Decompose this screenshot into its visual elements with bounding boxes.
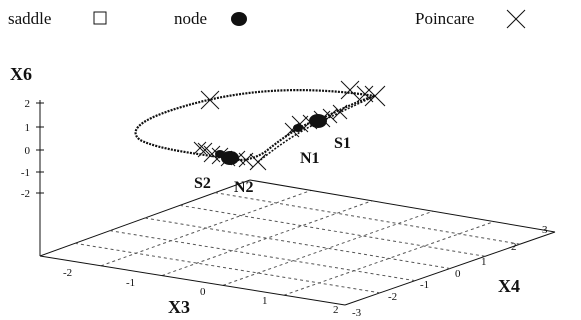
y-axis-title: X4 bbox=[498, 276, 520, 296]
grid-line bbox=[249, 179, 556, 233]
x-tick-label: 2 bbox=[333, 304, 339, 316]
y-tick-label: 1 bbox=[481, 256, 487, 268]
x-tick-label: 0 bbox=[200, 286, 206, 298]
z-tick-label: -1 bbox=[21, 167, 30, 179]
grid-line bbox=[74, 242, 381, 294]
poincare-cross bbox=[197, 142, 213, 158]
poincare-cross bbox=[364, 85, 386, 107]
y-tick-label: -2 bbox=[388, 291, 397, 303]
y-tick-label: 2 bbox=[511, 241, 517, 253]
y-tick-label: 0 bbox=[455, 268, 461, 280]
poincare-cross bbox=[249, 153, 267, 171]
label-s1: S1 bbox=[334, 135, 351, 152]
x-axis-ticks: -2 -1 0 1 2 bbox=[63, 267, 339, 316]
z-axis-title: X6 bbox=[10, 64, 32, 84]
x-tick-label: 1 bbox=[262, 295, 268, 307]
grid-line bbox=[39, 255, 346, 306]
z-tick-label: -2 bbox=[21, 188, 30, 200]
z-tick-label: 0 bbox=[25, 145, 31, 157]
legend: saddle node Poincare bbox=[8, 9, 526, 29]
x-tick-label: -2 bbox=[63, 267, 72, 279]
y-tick-label: -1 bbox=[420, 279, 429, 291]
legend-saddle-label: saddle bbox=[8, 9, 51, 28]
legend-node-label: node bbox=[174, 9, 207, 28]
grid-line bbox=[179, 204, 486, 257]
legend-poincare-label: Poincare bbox=[415, 9, 474, 28]
saddle-s2-marker bbox=[215, 150, 225, 158]
z-tick-label: 1 bbox=[25, 122, 31, 134]
label-n2: N2 bbox=[234, 179, 254, 196]
grid-line bbox=[109, 230, 416, 282]
y-axis-ticks: 3 2 1 0 -1 -2 -3 bbox=[352, 224, 548, 319]
x-tick-label: -1 bbox=[126, 277, 135, 289]
poincare-cross bbox=[356, 85, 374, 103]
label-n1: N1 bbox=[300, 150, 320, 167]
grid-line bbox=[144, 217, 451, 269]
x-cross-icon bbox=[506, 9, 526, 29]
equilibria bbox=[215, 114, 327, 165]
poincare-cross bbox=[200, 90, 220, 110]
saddle-s1-marker bbox=[293, 124, 303, 132]
z-tick-label: 2 bbox=[25, 98, 31, 110]
poincare-cross bbox=[193, 141, 207, 155]
node-n1-marker bbox=[309, 114, 327, 128]
label-s2: S2 bbox=[194, 175, 211, 192]
open-square-icon bbox=[93, 11, 107, 25]
grid-line bbox=[222, 210, 434, 286]
x-axis-title: X3 bbox=[168, 297, 190, 317]
poincare-cross bbox=[332, 104, 348, 120]
y-tick-label: 3 bbox=[542, 224, 548, 236]
floor-grid bbox=[39, 179, 556, 306]
poincare-cross bbox=[340, 80, 360, 100]
y-tick-label: -3 bbox=[352, 307, 362, 319]
grid-line bbox=[161, 200, 373, 277]
z-axis: X6 2 1 0 -1 -2 bbox=[10, 64, 44, 256]
filled-circle-icon bbox=[231, 12, 247, 26]
node-n2-marker bbox=[221, 151, 239, 165]
